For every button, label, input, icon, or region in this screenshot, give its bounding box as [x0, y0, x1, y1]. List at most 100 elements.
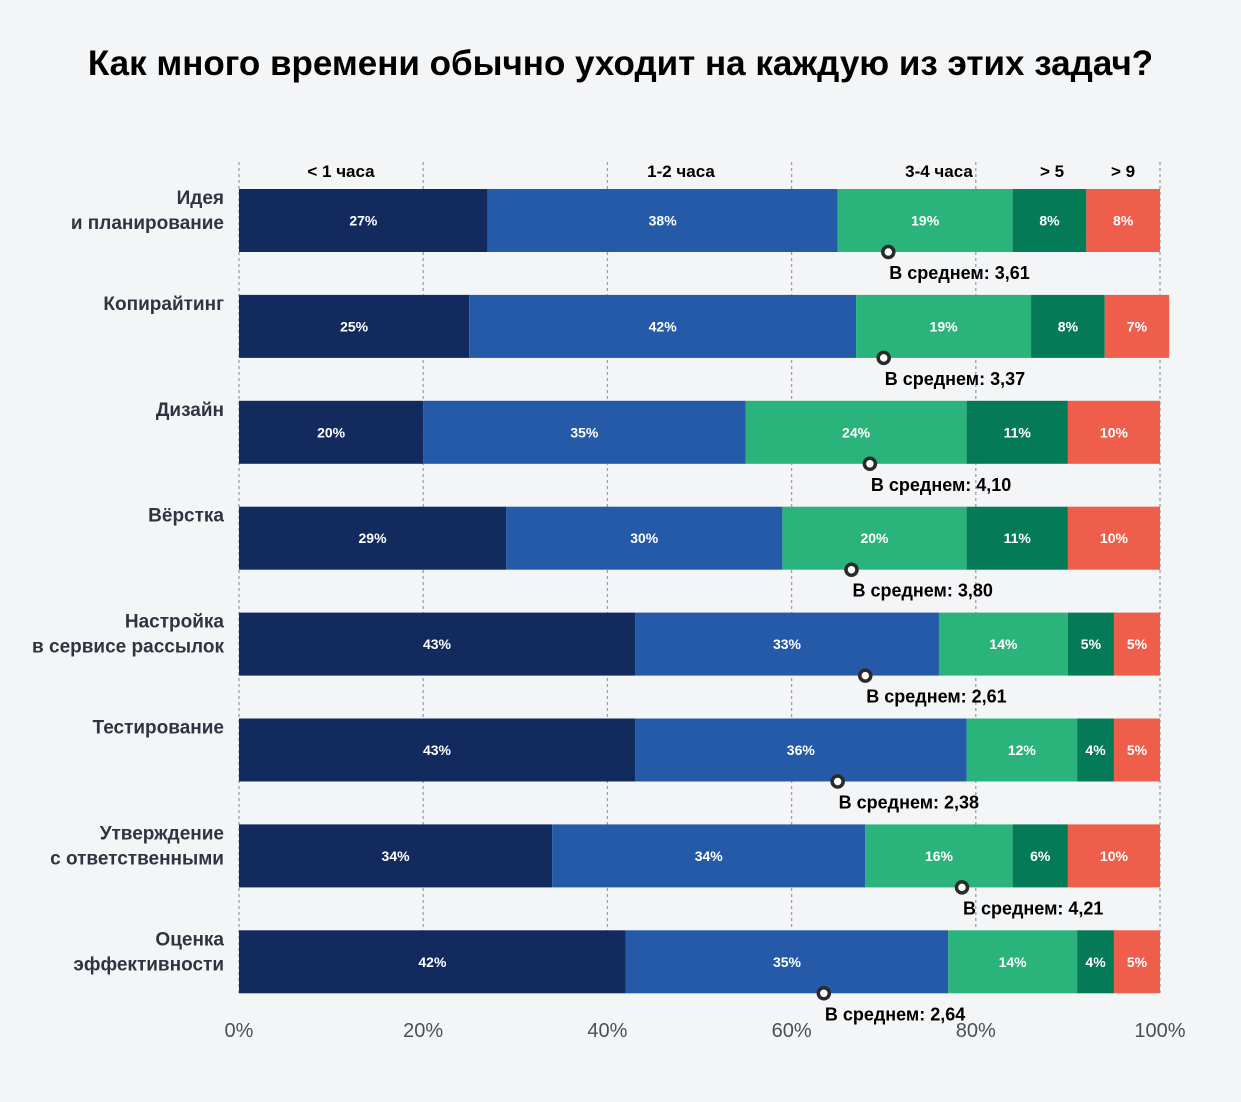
bar-segment — [948, 930, 1078, 994]
bar-segment — [239, 189, 488, 252]
x-tick-label: 80% — [956, 1020, 996, 1042]
data-label: 36% — [787, 742, 816, 758]
bar-segment — [865, 824, 1013, 888]
category-label: Тестирование — [93, 718, 224, 739]
data-label: 42% — [649, 318, 678, 334]
bar-segment — [239, 718, 636, 782]
bar-segment — [966, 506, 1068, 570]
bar-segment — [966, 718, 1078, 782]
data-label: 19% — [930, 318, 959, 334]
bar-segment — [625, 930, 949, 994]
bar-segment — [239, 930, 626, 994]
segment-header-label: < 1 часа — [307, 162, 375, 181]
bar-segment — [552, 824, 866, 888]
data-label: 29% — [359, 530, 388, 546]
data-label: 16% — [925, 848, 954, 864]
bar-segment — [239, 294, 470, 358]
data-label: 43% — [423, 742, 452, 758]
data-label: 5% — [1081, 636, 1102, 652]
data-label: 25% — [340, 318, 369, 334]
average-label: В среднем: 4,10 — [871, 475, 1011, 495]
data-label: 14% — [989, 636, 1018, 652]
data-label: 11% — [1004, 530, 1032, 546]
data-label: 20% — [860, 530, 889, 546]
bar-segment — [469, 294, 857, 358]
data-label: 30% — [630, 530, 659, 546]
category-label: Вёрстка — [148, 506, 224, 527]
bar-segment — [635, 612, 939, 676]
data-label: 14% — [999, 954, 1028, 970]
bar-segment — [239, 400, 424, 464]
segment-header-label: 1-2 часа — [647, 162, 715, 181]
data-label: 4% — [1085, 742, 1106, 758]
bar-segment — [1067, 824, 1160, 888]
x-tick-label: 60% — [772, 1020, 812, 1042]
data-label: 10% — [1100, 424, 1129, 440]
average-label: В среднем: 2,64 — [825, 1004, 965, 1024]
average-label: В среднем: 4,21 — [963, 898, 1103, 918]
data-label: 10% — [1100, 848, 1129, 864]
data-label: 5% — [1127, 742, 1148, 758]
x-tick-label: 100% — [1134, 1020, 1185, 1042]
data-label: 42% — [418, 954, 447, 970]
chart-title: Как много времени обычно уходит на кажду… — [87, 44, 1154, 83]
category-label: Идея и планирование — [71, 188, 224, 234]
data-label: 43% — [423, 636, 452, 652]
data-label: 38% — [649, 213, 678, 229]
bar-segment — [1086, 189, 1160, 252]
data-label: 10% — [1100, 530, 1129, 546]
bar-segment — [782, 506, 967, 570]
x-tick-label: 0% — [225, 1020, 254, 1042]
data-label: 8% — [1039, 213, 1060, 229]
bar-segment — [423, 400, 746, 464]
bar-segment — [1113, 718, 1160, 782]
bar-segment — [1067, 400, 1160, 464]
average-marker — [858, 668, 873, 683]
bar-segment — [1113, 612, 1160, 676]
average-label: В среднем: 2,38 — [839, 793, 979, 813]
segment-header-label: 3-4 часа — [905, 162, 973, 181]
bar-segment — [1113, 930, 1160, 994]
bar-segment — [1104, 294, 1170, 358]
data-label: 7% — [1127, 318, 1148, 334]
bar-segment — [966, 400, 1068, 464]
bar-segment — [1067, 506, 1160, 570]
category-label: Настройка в сервисе рассылок — [32, 612, 224, 658]
data-label: 6% — [1030, 848, 1051, 864]
bar-segment — [1012, 189, 1087, 252]
data-label: 20% — [317, 424, 346, 440]
data-label: 34% — [382, 848, 411, 864]
data-label: 11% — [1004, 424, 1032, 440]
bar-segment — [1012, 824, 1068, 888]
average-label: В среднем: 2,61 — [866, 687, 1006, 707]
data-label: 12% — [1008, 742, 1037, 758]
bar-segment — [1077, 930, 1114, 994]
average-label: В среднем: 3,61 — [889, 263, 1029, 283]
data-label: 35% — [773, 954, 802, 970]
category-label: Дизайн — [156, 400, 224, 421]
x-tick-label: 20% — [403, 1020, 443, 1042]
bar-segment — [239, 612, 636, 676]
average-label: В среднем: 3,80 — [852, 581, 992, 601]
data-label: 34% — [695, 848, 724, 864]
average-label: В среднем: 3,37 — [885, 369, 1025, 389]
data-label: 27% — [349, 213, 378, 229]
average-marker — [816, 986, 832, 1001]
bar-segment — [745, 400, 967, 464]
average-marker — [954, 880, 970, 895]
data-label: 19% — [911, 213, 940, 229]
data-label: 5% — [1127, 636, 1148, 652]
bar-segment — [1031, 294, 1105, 358]
data-label: 5% — [1127, 954, 1148, 970]
data-label: 33% — [773, 636, 802, 652]
x-tick-label: 40% — [587, 1020, 627, 1042]
bar-segment — [1077, 718, 1114, 782]
segment-header-label: > 5 — [1040, 162, 1064, 181]
category-label: Оценка эффективности — [73, 929, 224, 975]
data-label: 8% — [1058, 318, 1079, 334]
average-marker — [844, 562, 859, 577]
bar-segment — [239, 506, 507, 570]
bar-segment — [938, 612, 1068, 676]
